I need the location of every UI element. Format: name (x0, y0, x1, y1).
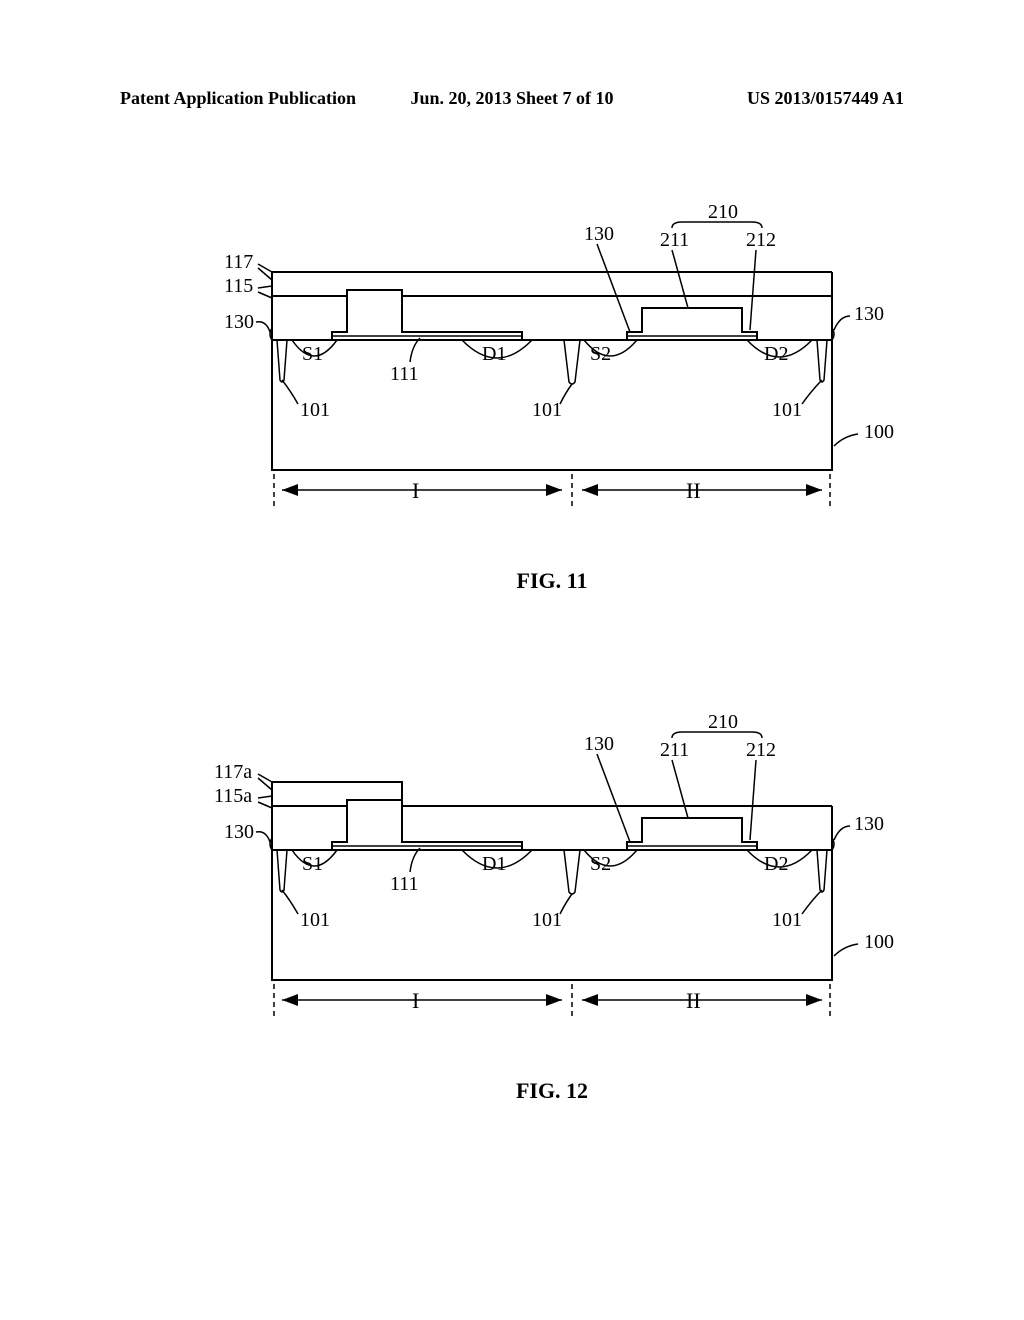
label-s2-12: S2 (590, 853, 611, 875)
label-115a: 115a (214, 785, 252, 807)
figure-12: 117a 115a 130 130 130 210 211 212 S1 D1 … (152, 700, 952, 1104)
label-130-right: 130 (854, 303, 884, 325)
label-130-top-12: 130 (584, 733, 614, 755)
label-101-b: 101 (532, 399, 562, 421)
label-210-12: 210 (708, 711, 738, 733)
label-s1-12: S1 (302, 853, 323, 875)
figure-11-svg: 117 115 130 130 130 210 211 212 S1 D1 S2… (152, 190, 952, 550)
header-date-sheet: Jun. 20, 2013 Sheet 7 of 10 (381, 88, 642, 109)
label-211: 211 (660, 229, 689, 251)
label-100: 100 (864, 421, 894, 443)
label-s2: S2 (590, 343, 611, 365)
label-117a: 117a (214, 761, 252, 783)
header-pub-number: US 2013/0157449 A1 (643, 88, 904, 109)
label-region-2-12: II (686, 988, 701, 1013)
label-211-12: 211 (660, 739, 689, 761)
label-117: 117 (224, 251, 253, 273)
label-130-right-12: 130 (854, 813, 884, 835)
label-101-c: 101 (772, 399, 802, 421)
label-130-left: 130 (224, 311, 254, 333)
label-130-left-12: 130 (224, 821, 254, 843)
header-publication: Patent Application Publication (120, 88, 381, 109)
label-115: 115 (224, 275, 253, 297)
figure-12-caption: FIG. 12 (152, 1078, 952, 1104)
label-212-12: 212 (746, 739, 776, 761)
label-111: 111 (390, 363, 419, 385)
label-101-c-12: 101 (772, 909, 802, 931)
figure-11-caption: FIG. 11 (152, 568, 952, 594)
label-101-a: 101 (300, 399, 330, 421)
label-d2-12: D2 (764, 853, 788, 875)
label-210: 210 (708, 201, 738, 223)
label-d1: D1 (482, 343, 506, 365)
label-region-1-12: I (412, 988, 419, 1013)
label-s1: S1 (302, 343, 323, 365)
label-111-12: 111 (390, 873, 419, 895)
label-101-b-12: 101 (532, 909, 562, 931)
label-101-a-12: 101 (300, 909, 330, 931)
label-130-top: 130 (584, 223, 614, 245)
label-region-2: II (686, 478, 701, 503)
figure-11: 117 115 130 130 130 210 211 212 S1 D1 S2… (152, 190, 952, 594)
label-100-12: 100 (864, 931, 894, 953)
page-header: Patent Application Publication Jun. 20, … (0, 88, 1024, 109)
label-212: 212 (746, 229, 776, 251)
label-d1-12: D1 (482, 853, 506, 875)
figure-12-svg: 117a 115a 130 130 130 210 211 212 S1 D1 … (152, 700, 952, 1060)
label-region-1: I (412, 478, 419, 503)
label-d2: D2 (764, 343, 788, 365)
